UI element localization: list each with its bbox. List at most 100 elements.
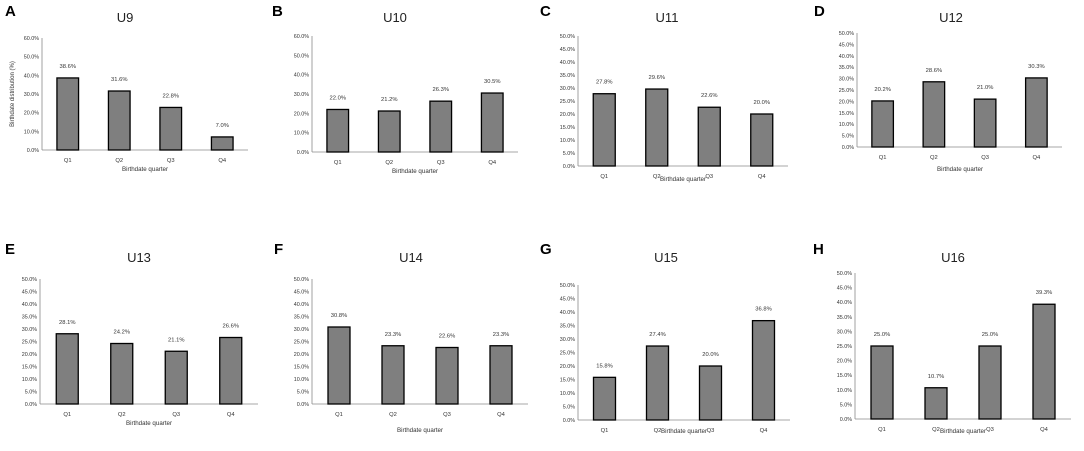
x-axis-label: Birthdate quarter — [937, 166, 983, 173]
y-tick-label: 20.0% — [22, 352, 37, 358]
y-tick-label: 10.0% — [560, 391, 575, 397]
y-tick-label: 10.0% — [294, 377, 309, 383]
bar-q1 — [592, 376, 617, 421]
y-tick-label: 0.0% — [563, 164, 575, 170]
x-tick-label: Q2 — [389, 412, 397, 418]
y-tick-label: 35.0% — [294, 315, 309, 321]
y-tick-label: 30.0% — [837, 329, 852, 335]
y-tick-label: 60.0% — [24, 36, 39, 42]
x-tick-label: Q1 — [878, 427, 886, 433]
x-axis-label: Birthdate quarter — [392, 168, 438, 175]
y-tick-label: 25.0% — [560, 99, 575, 105]
y-tick-label: 15.0% — [560, 125, 575, 131]
y-tick-label: 10.0% — [560, 138, 575, 144]
y-tick-label: 20.0% — [294, 111, 309, 117]
y-tick-label: 15.0% — [837, 373, 852, 379]
chart-panel-d: D U12 0.0% 5.0% 10.0% 15.0% 20.0% 25.0% 30.0% 35.… — [814, 3, 1062, 173]
data-label: 38.6% — [60, 64, 76, 70]
x-tick-label: Q1 — [334, 160, 342, 166]
x-axis-label: Birthdate quarter — [122, 166, 168, 173]
bar-q1 — [327, 326, 351, 405]
bar-q4 — [1024, 77, 1048, 148]
y-tick-label: 10.0% — [837, 388, 852, 394]
data-label: 22.6% — [701, 93, 717, 99]
y-tick-label: 0.0% — [297, 150, 309, 156]
bar-q3 — [697, 106, 721, 167]
y-tick-label: 50.0% — [22, 277, 37, 283]
x-tick-label: Q2 — [932, 427, 940, 433]
x-tick-label: Q4 — [227, 412, 236, 418]
bar-q2 — [924, 387, 948, 420]
data-label: 30.8% — [331, 313, 347, 319]
x-tick-label: Q1 — [63, 412, 71, 418]
chart-title: U11 — [656, 10, 679, 25]
y-tick-label: 45.0% — [22, 290, 37, 296]
bar-q4 — [750, 113, 774, 167]
y-tick-label: 40.0% — [294, 302, 309, 308]
bar-q4 — [210, 136, 234, 151]
chart-panel-c: C U11 0.0% 5.0% 10.0% 15.0% 20.0% 25.0% 30.0% 35.… — [540, 3, 788, 183]
x-tick-label: Q3 — [705, 174, 713, 180]
y-tick-label: 35.0% — [560, 73, 575, 79]
panel-letter: F — [274, 241, 283, 258]
y-tick-label: 15.0% — [839, 111, 854, 117]
panel-letter: C — [540, 3, 551, 20]
y-tick-label: 5.0% — [840, 402, 852, 408]
x-tick-label: Q2 — [654, 428, 662, 434]
y-tick-label: 5.0% — [563, 405, 575, 411]
data-label: 20.0% — [702, 352, 718, 358]
panel-letter: B — [272, 3, 283, 20]
y-tick-label: 25.0% — [837, 344, 852, 350]
y-tick-label: 45.0% — [560, 297, 575, 303]
x-tick-label: Q3 — [707, 428, 715, 434]
y-tick-label: 50.0% — [560, 34, 575, 40]
data-label: 20.2% — [874, 87, 890, 93]
bar-q2 — [381, 345, 405, 405]
x-tick-label: Q4 — [497, 412, 506, 418]
data-label: 27.8% — [596, 80, 612, 86]
y-tick-label: 5.0% — [297, 390, 309, 396]
y-tick-label: 20.0% — [839, 99, 854, 105]
chart-title: U14 — [399, 250, 423, 265]
data-label: 25.0% — [874, 332, 890, 338]
data-label: 30.3% — [1028, 64, 1044, 70]
x-tick-label: Q4 — [488, 160, 497, 166]
data-label: 29.6% — [649, 75, 665, 81]
y-tick-label: 50.0% — [24, 55, 39, 61]
chart-title: U16 — [941, 250, 965, 265]
panel-letter: D — [814, 3, 825, 20]
chart-title: U9 — [117, 10, 134, 25]
bar-q3 — [159, 106, 183, 151]
chart-panel-b: B U10 0.0% 10.0% 20.0% 30.0% 40.0% 50.0% 60.0% 22… — [272, 3, 518, 175]
x-axis-label: Birthdate quarter — [126, 420, 172, 427]
x-tick-label: Q2 — [653, 174, 661, 180]
bar-q3 — [164, 350, 188, 405]
y-tick-label: 30.0% — [22, 327, 37, 333]
y-tick-label: 40.0% — [294, 73, 309, 79]
x-tick-label: Q2 — [118, 412, 126, 418]
y-tick-label: 40.0% — [837, 300, 852, 306]
chart-panel-f: F U14 0.0% 5.0% 10.0% 15.0% 20.0% 25.0% 30.0% 35.… — [274, 241, 528, 434]
chart-title: U15 — [654, 250, 678, 265]
data-label: 23.3% — [493, 332, 509, 338]
y-tick-label: 5.0% — [563, 151, 575, 157]
y-tick-label: 40.0% — [22, 302, 37, 308]
bar-q3 — [698, 365, 723, 421]
y-tick-label: 0.0% — [840, 417, 852, 423]
y-tick-label: 15.0% — [22, 365, 37, 371]
y-tick-label: 25.0% — [22, 340, 37, 346]
bar-q4 — [480, 92, 504, 153]
bar-q2 — [107, 90, 131, 151]
y-tick-label: 35.0% — [560, 324, 575, 330]
x-tick-label: Q4 — [1033, 155, 1042, 161]
y-tick-label: 30.0% — [560, 86, 575, 92]
y-tick-label: 10.0% — [24, 129, 39, 135]
x-axis-label: Birthdate quarter — [661, 428, 707, 435]
data-label: 28.6% — [926, 68, 942, 74]
data-label: 21.0% — [977, 85, 993, 91]
bar-q1 — [870, 345, 894, 420]
x-tick-label: Q3 — [167, 158, 175, 164]
data-label: 36.8% — [755, 307, 771, 313]
bar-q4 — [219, 336, 243, 405]
